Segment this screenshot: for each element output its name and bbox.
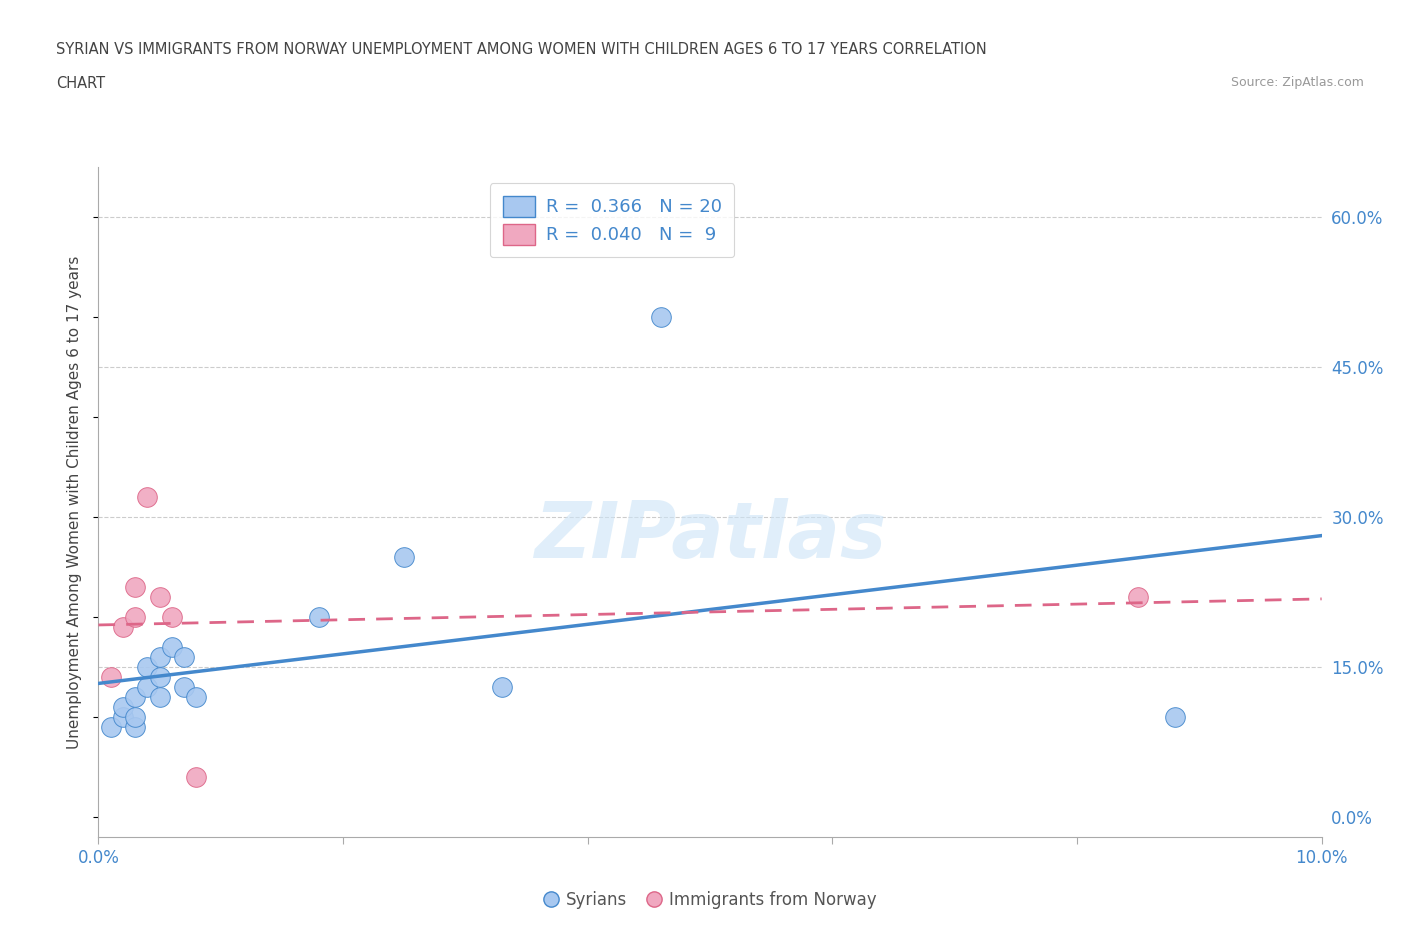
Point: [111, 710, 134, 724]
Point: [124, 720, 146, 735]
Point: [136, 680, 159, 695]
Point: [392, 550, 416, 565]
Point: [173, 650, 195, 665]
Text: SYRIAN VS IMMIGRANTS FROM NORWAY UNEMPLOYMENT AMONG WOMEN WITH CHILDREN AGES 6 T: SYRIAN VS IMMIGRANTS FROM NORWAY UNEMPLO…: [56, 42, 987, 57]
Point: [186, 690, 208, 705]
Point: [149, 690, 172, 705]
Point: [491, 680, 513, 695]
Point: [111, 619, 134, 634]
Point: [124, 610, 146, 625]
Text: ZIPatlas: ZIPatlas: [534, 498, 886, 574]
Point: [1128, 590, 1150, 604]
Point: [124, 710, 146, 724]
Y-axis label: Unemployment Among Women with Children Ages 6 to 17 years: Unemployment Among Women with Children A…: [67, 256, 83, 749]
Point: [136, 490, 159, 505]
Point: [1164, 710, 1187, 724]
Point: [149, 670, 172, 684]
Point: [136, 659, 159, 674]
Point: [308, 610, 330, 625]
Point: [124, 579, 146, 594]
Point: [111, 699, 134, 714]
Point: [160, 640, 183, 655]
Point: [186, 770, 208, 785]
Text: Source: ZipAtlas.com: Source: ZipAtlas.com: [1230, 76, 1364, 89]
Point: [173, 680, 195, 695]
Point: [100, 720, 122, 735]
Point: [149, 590, 172, 604]
Point: [124, 690, 146, 705]
Legend: Syrians, Immigrants from Norway: Syrians, Immigrants from Norway: [537, 884, 883, 916]
Text: CHART: CHART: [56, 76, 105, 91]
Point: [650, 310, 672, 325]
Point: [160, 610, 183, 625]
Point: [100, 670, 122, 684]
Point: [149, 650, 172, 665]
